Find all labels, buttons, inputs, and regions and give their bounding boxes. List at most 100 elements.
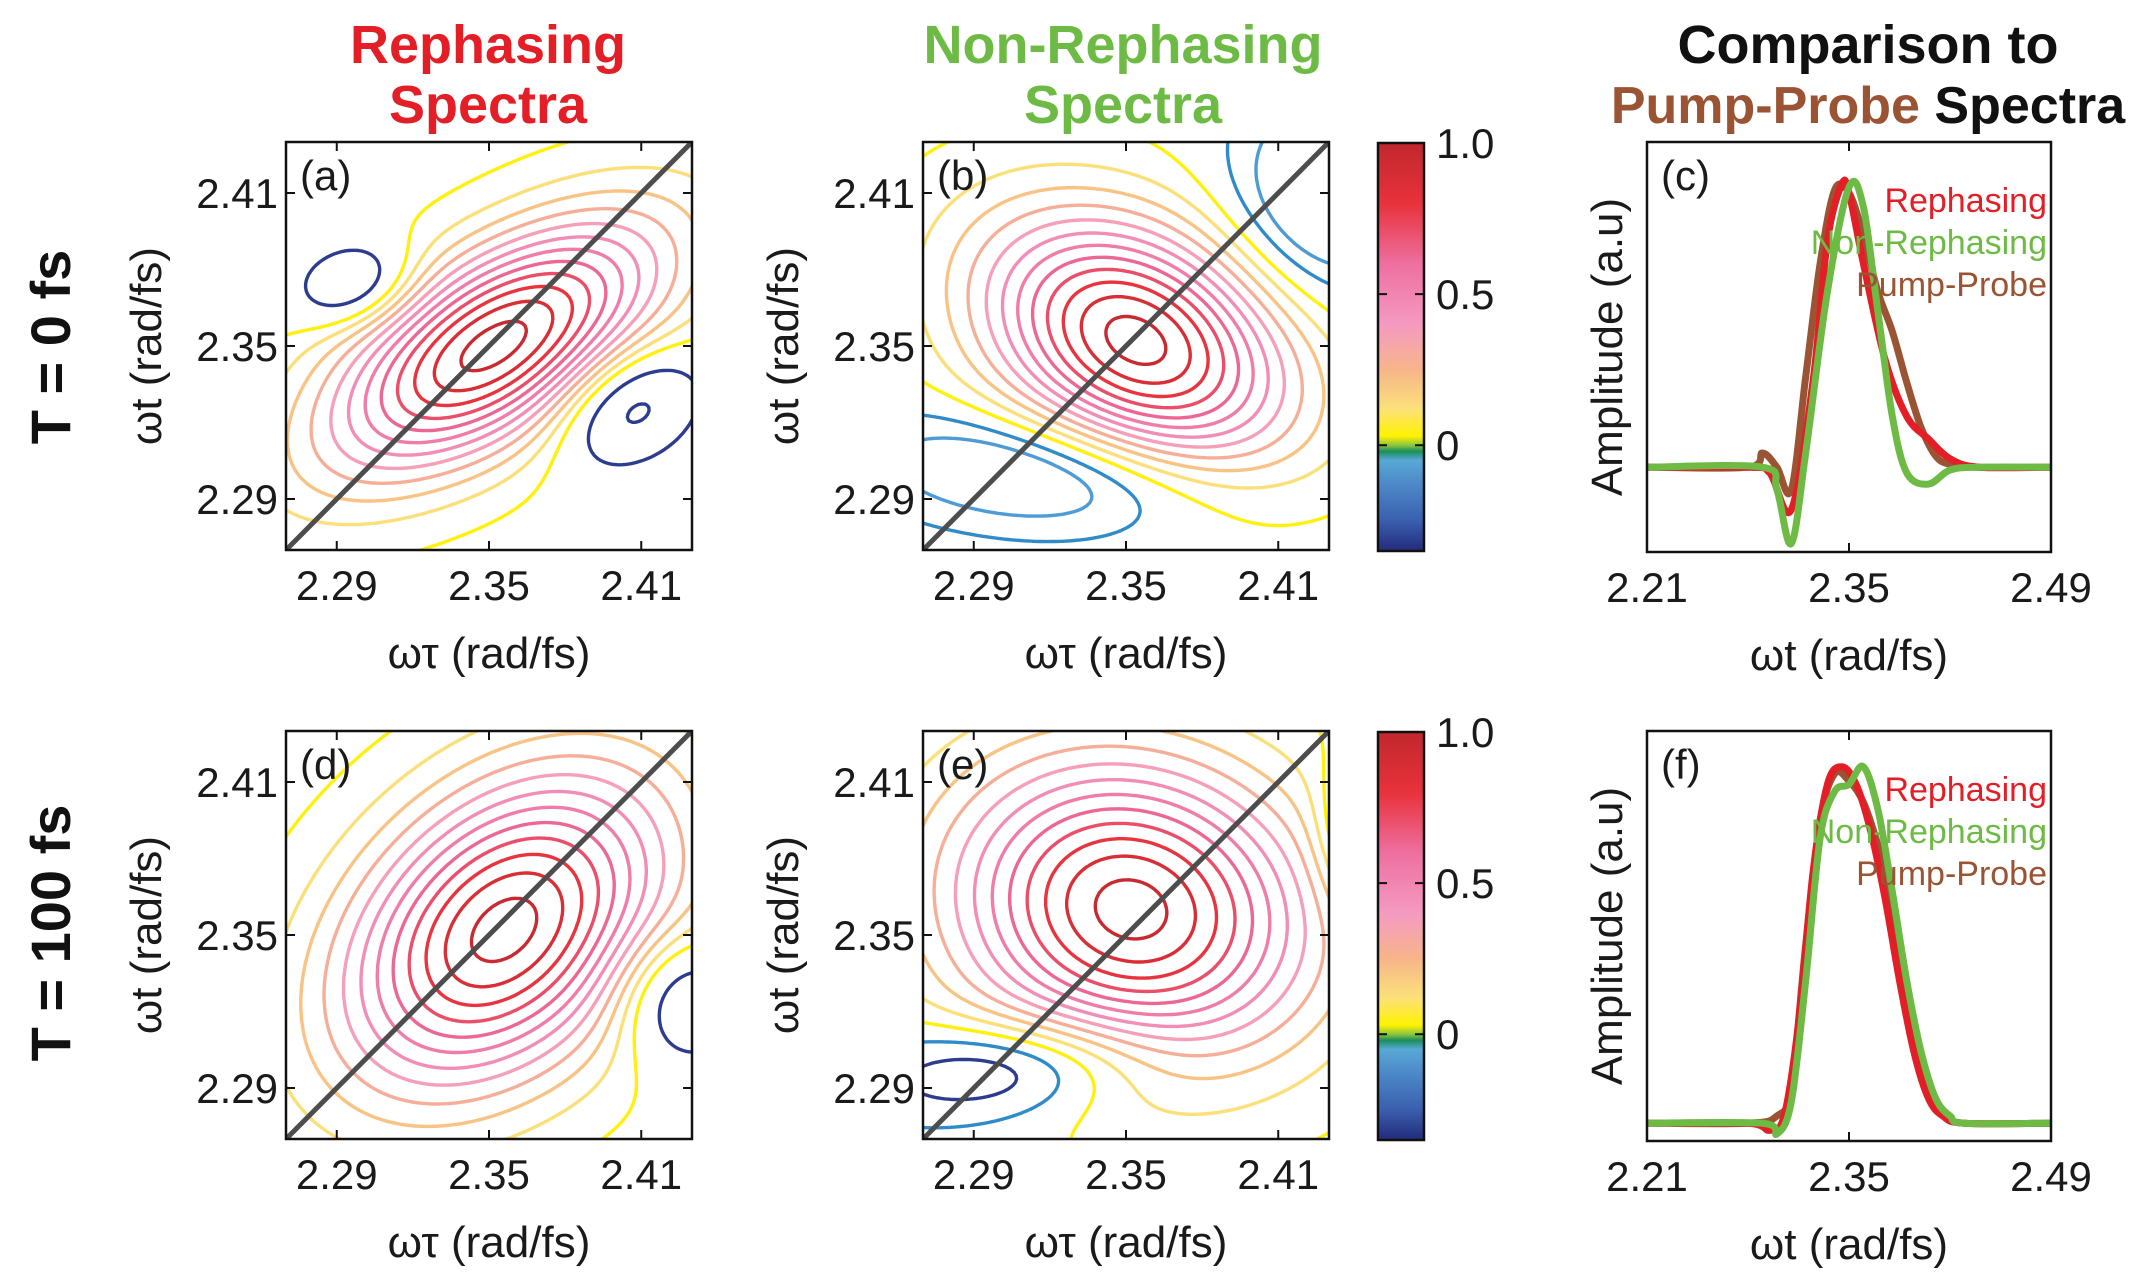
- x-tick-label: 2.35: [1085, 1151, 1167, 1198]
- colorbar-tick-label: 0.5: [1436, 271, 1494, 318]
- contour-level: [932, 744, 1326, 1058]
- contour-level: [1008, 807, 1255, 1006]
- colorbars: 1.0 0.5 0 1.0 0.5 0: [1376, 120, 1494, 1142]
- header-rephasing-line1: Rephasing: [350, 15, 626, 75]
- contour-level: [329, 221, 659, 471]
- contours-d: [286, 731, 692, 1139]
- header-spectra: Spectra: [1934, 77, 2126, 135]
- x-tick-label: 2.35: [448, 562, 530, 609]
- legend-entry: Pump-Probe: [1856, 266, 2047, 304]
- diagonal-line: [286, 142, 692, 550]
- colorbar-tick-label: 1.0: [1436, 709, 1494, 756]
- legend-entry: Rephasing: [1884, 182, 2047, 220]
- x-axis-label: ωt (rad/fs): [1750, 1220, 1948, 1269]
- legend-entry: Non-Rephasing: [1811, 813, 2047, 851]
- x-tick-label: 2.29: [933, 1151, 1015, 1198]
- contour-level: [657, 971, 692, 1054]
- colorbar-tick-label: 1.0: [1436, 120, 1494, 167]
- contour-level: [359, 789, 648, 1070]
- x-tick-label: 2.41: [1237, 562, 1319, 609]
- contour-level: [407, 836, 601, 1024]
- y-axis-label: Amplitude (a.u): [1583, 787, 1632, 1085]
- panel-e: 2.29 2.35 2.41 2.29 2.35 2.41 (e) ωτ (rad/fs) ωt…: [759, 729, 1331, 1267]
- contour-level: [923, 731, 1329, 1116]
- panel-d: 2.29 2.35 2.41 2.29 2.35 2.41 (d) ωτ (rad/fs) ωt…: [122, 729, 694, 1267]
- x-tick-label: 2.21: [1606, 1153, 1688, 1200]
- x-tick-label: 2.29: [296, 562, 378, 609]
- y-axis-label: ωt (rad/fs): [759, 836, 808, 1034]
- colorbar-gradient: [1376, 730, 1426, 1142]
- contour-level: [1016, 243, 1255, 430]
- contour-level: [469, 896, 539, 964]
- column-headers: Rephasing Spectra Non-Rephasing Spectra …: [350, 15, 2126, 135]
- y-tick-label: 2.41: [833, 759, 915, 806]
- contour-level: [391, 820, 616, 1039]
- contour-level: [923, 142, 1329, 518]
- colorbar-1: 1.0 0.5 0: [1376, 120, 1494, 553]
- legend-entry: Pump-Probe: [1856, 855, 2047, 893]
- header-rephasing-line2: Spectra: [389, 75, 588, 135]
- contour-level: [379, 259, 608, 433]
- contour-level: [944, 185, 1326, 473]
- contour-level: [1079, 295, 1192, 385]
- contour-level: [395, 271, 592, 421]
- contour-level: [1044, 837, 1219, 980]
- y-tick-label: 2.41: [833, 170, 915, 217]
- y-tick-label: 2.29: [833, 476, 915, 523]
- series-non-rephasing: [1647, 177, 2051, 548]
- y-tick-label: 2.41: [196, 759, 278, 806]
- row-label-top: T = 0 fs: [19, 250, 82, 445]
- x-axis-label: ωτ (rad/fs): [388, 1218, 591, 1267]
- contour-level: [286, 189, 692, 503]
- x-tick-label: 2.41: [600, 1151, 682, 1198]
- panel-label: (d): [300, 741, 351, 788]
- y-tick-label: 2.29: [196, 476, 278, 523]
- contour-level: [1025, 821, 1237, 994]
- contours-e: [923, 731, 1329, 1139]
- contour-level: [322, 754, 686, 1106]
- x-tick-label: 2.41: [600, 562, 682, 609]
- diagonal-line: [923, 142, 1329, 550]
- x-tick-label: 2.35: [448, 1151, 530, 1198]
- contour-level: [625, 402, 651, 424]
- x-tick-label: 2.35: [1085, 562, 1167, 609]
- header-pump-probe: Pump-Probe: [1611, 77, 1920, 135]
- contour-level: [923, 731, 1329, 1081]
- x-tick-label: 2.29: [933, 562, 1015, 609]
- header-comparison-line1: Comparison to: [1677, 15, 2058, 75]
- panel-b: 2.29 2.35 2.41 2.29 2.35 2.41 (b) ωτ (rad/fs) ωt…: [759, 140, 1331, 678]
- series-non-rephasing: [1647, 762, 2051, 1139]
- y-tick-label: 2.35: [833, 912, 915, 959]
- diagonal-line: [923, 731, 1329, 1139]
- diagonal-line: [286, 731, 692, 1139]
- panel-f: 2.21 2.35 2.49 (f) Rephasing Non-Rephasing Pum…: [1583, 729, 2092, 1269]
- colorbar-tick-label: 0: [1436, 1011, 1459, 1058]
- contour-level: [443, 871, 565, 989]
- contour-level: [923, 162, 1329, 490]
- y-tick-label: 2.35: [196, 323, 278, 370]
- contour-level: [346, 235, 641, 457]
- series-group: [1647, 762, 2051, 1139]
- x-tick-label: 2.21: [1606, 564, 1688, 611]
- contours-a: [286, 142, 692, 550]
- y-axis-label: ωt (rad/fs): [122, 247, 171, 445]
- colorbar-gradient: [1376, 141, 1426, 553]
- panel-c: 2.21 2.35 2.49 (c) Rephasing Non-Rephasing Pum…: [1583, 140, 2092, 680]
- contour-level: [923, 1040, 1061, 1130]
- contour-level: [299, 731, 692, 1129]
- y-tick-label: 2.35: [833, 323, 915, 370]
- x-tick-label: 2.49: [2010, 1153, 2092, 1200]
- x-tick-label: 2.29: [296, 1151, 378, 1198]
- contour-level: [984, 218, 1286, 449]
- contour-level: [1030, 255, 1241, 420]
- contour-level: [990, 792, 1272, 1017]
- colorbar-2: 1.0 0.5 0: [1376, 709, 1494, 1142]
- colorbar-tick-label: 0: [1436, 422, 1459, 469]
- panel-label: (c): [1661, 152, 1710, 199]
- y-tick-label: 2.41: [196, 170, 278, 217]
- x-axis-label: ωτ (rad/fs): [1025, 629, 1228, 678]
- x-axis-label: ωτ (rad/fs): [1025, 1218, 1228, 1267]
- y-tick-label: 2.35: [196, 912, 278, 959]
- panel-label: (a): [300, 152, 351, 199]
